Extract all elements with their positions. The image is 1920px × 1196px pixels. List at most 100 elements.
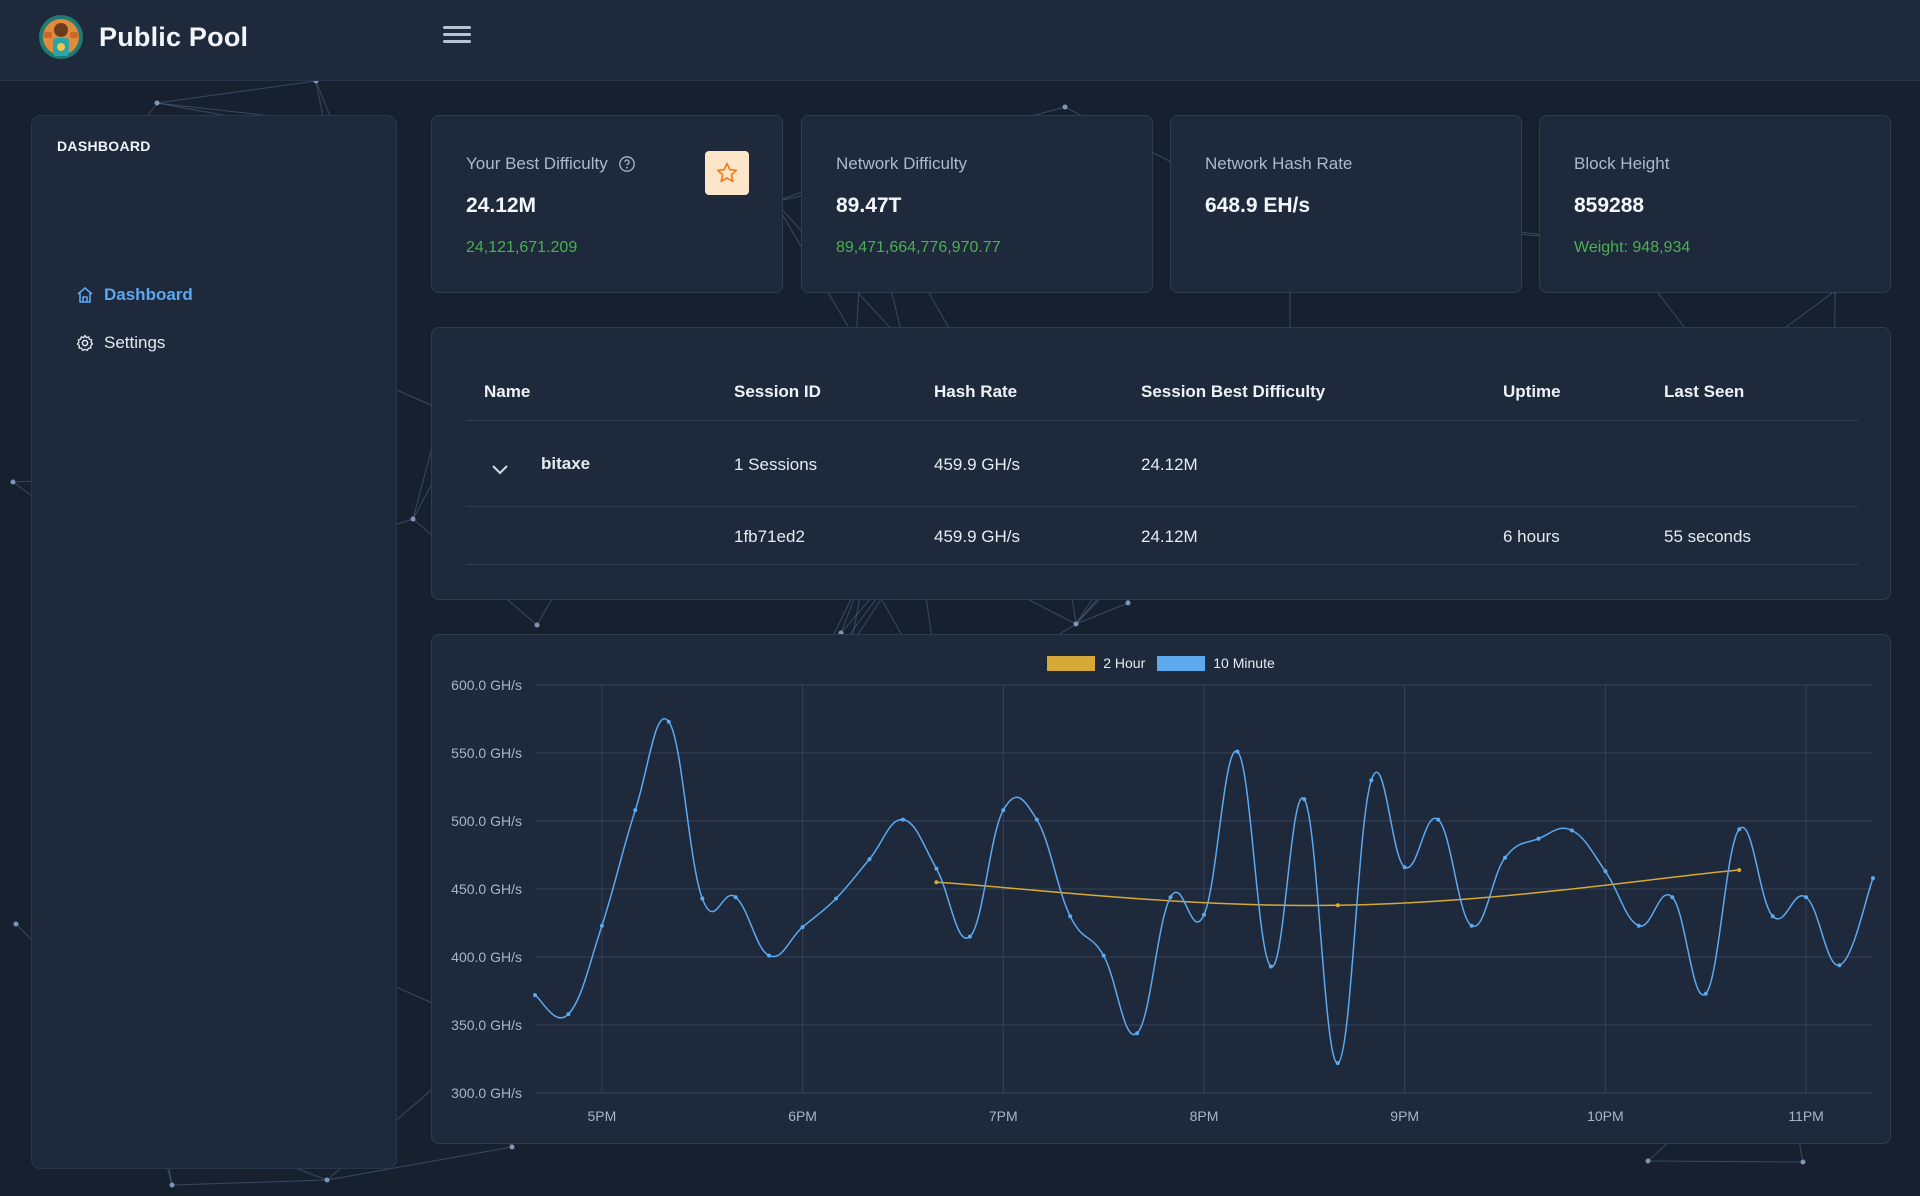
column-header-best-difficulty[interactable]: Session Best Difficulty — [1141, 382, 1326, 401]
network-line — [1647, 1160, 1804, 1163]
network-node — [10, 479, 16, 485]
data-point-10-minute — [1770, 914, 1775, 919]
sidebar-item-label: Settings — [104, 333, 166, 352]
menu-toggle-button[interactable] — [440, 22, 474, 52]
card-value: 648.9 EH/s — [1205, 194, 1311, 217]
card-label-text: Your Best Difficulty — [466, 154, 608, 173]
network-node — [13, 921, 19, 927]
network-node — [1800, 1159, 1806, 1165]
data-point-10-minute — [1871, 876, 1875, 881]
chart-legend: 2 Hour 10 Minute — [432, 655, 1890, 671]
column-header-session-id[interactable]: Session ID — [734, 382, 821, 401]
card-subvalue: 89,471,664,776,970.77 — [836, 239, 1001, 256]
legend-item-10-minute[interactable]: 10 Minute — [1157, 655, 1275, 671]
data-point-10-minute — [733, 895, 738, 900]
chevron-down-icon[interactable] — [490, 462, 510, 476]
sidebar-section-title: DASHBOARD — [57, 138, 151, 154]
data-point-10-minute — [1335, 1061, 1340, 1066]
sidebar-item-settings[interactable]: Settings — [76, 328, 165, 358]
data-point-10-minute — [901, 817, 905, 822]
card-label: Your Best Difficulty — [466, 154, 636, 174]
data-point-10-minute — [533, 993, 537, 998]
session-uptime: 6 hours — [1503, 527, 1560, 546]
legend-swatch-10-minute — [1157, 655, 1206, 671]
network-node — [169, 1182, 175, 1188]
x-tick-label: 7PM — [989, 1108, 1018, 1124]
session-hash-rate: 459.9 GH/s — [934, 527, 1020, 546]
legend-swatch-2-hour — [1047, 655, 1096, 671]
data-point-10-minute — [767, 953, 772, 958]
network-node — [154, 100, 160, 106]
network-node — [324, 1177, 330, 1183]
help-icon[interactable] — [618, 155, 636, 173]
hamburger-line — [443, 26, 471, 29]
gear-icon — [76, 334, 94, 352]
session-id: 1fb71ed2 — [734, 527, 805, 546]
data-point-10-minute — [599, 923, 604, 928]
data-point-2-hour — [934, 880, 939, 885]
data-point-10-minute — [1101, 953, 1106, 958]
data-point-10-minute — [1168, 895, 1173, 900]
card-label: Network Difficulty — [836, 154, 967, 173]
data-point-10-minute — [1503, 855, 1507, 860]
y-tick-label: 500.0 GH/s — [451, 813, 522, 829]
y-tick-label: 450.0 GH/s — [451, 881, 522, 897]
data-point-10-minute — [1001, 808, 1006, 813]
network-line — [171, 1179, 328, 1186]
network-line — [326, 1146, 513, 1181]
column-header-uptime[interactable]: Uptime — [1503, 382, 1561, 401]
y-tick-label: 300.0 GH/s — [451, 1085, 522, 1101]
x-tick-label: 8PM — [1190, 1108, 1219, 1124]
row-divider — [466, 506, 1858, 507]
app-title: Public Pool — [99, 22, 249, 52]
data-point-10-minute — [1402, 865, 1407, 870]
card-value: 89.47T — [836, 194, 902, 217]
column-header-name[interactable]: Name — [484, 382, 531, 401]
x-tick-label: 10PM — [1587, 1108, 1624, 1124]
y-tick-label: 350.0 GH/s — [451, 1017, 522, 1033]
network-node — [534, 622, 540, 628]
stat-card-network-hash-rate: Network Hash Rate 648.9 EH/s — [1170, 115, 1522, 293]
hamburger-line — [443, 40, 471, 43]
card-label: Network Hash Rate — [1205, 154, 1353, 173]
data-point-10-minute — [1469, 923, 1474, 928]
sidebar: DASHBOARD Dashboard Settings — [31, 115, 397, 1169]
x-tick-label: 6PM — [788, 1108, 817, 1124]
network-node — [509, 1144, 515, 1150]
y-tick-label: 600.0 GH/s — [451, 677, 522, 693]
hashrate-chart: 300.0 GH/s 350.0 GH/s 400.0 GH/s 450.0 GH/s… — [451, 677, 1875, 1124]
hamburger-line — [443, 33, 471, 36]
card-value: 24.12M — [466, 194, 537, 217]
favorite-star-button[interactable] — [705, 151, 749, 195]
network-line — [156, 80, 317, 104]
data-point-10-minute — [566, 1012, 571, 1017]
data-point-10-minute — [1536, 836, 1541, 841]
card-value: 859288 — [1574, 194, 1645, 217]
data-point-2-hour — [1737, 868, 1742, 872]
legend-item-2-hour[interactable]: 2 Hour — [1047, 655, 1145, 671]
y-tick-label: 550.0 GH/s — [451, 745, 522, 761]
data-point-10-minute — [1034, 817, 1039, 822]
data-point-10-minute — [1603, 869, 1608, 874]
pool-logo-icon — [39, 15, 83, 59]
column-header-hash-rate[interactable]: Hash Rate — [934, 382, 1018, 401]
x-tick-label: 9PM — [1390, 1108, 1419, 1124]
data-point-10-minute — [1302, 797, 1307, 802]
data-point-10-minute — [800, 925, 805, 930]
network-node — [410, 516, 416, 522]
data-point-10-minute — [834, 896, 839, 901]
top-bar: Public Pool — [0, 0, 1920, 81]
data-point-10-minute — [1703, 991, 1708, 996]
sidebar-item-dashboard[interactable]: Dashboard — [76, 280, 193, 310]
column-header-last-seen[interactable]: Last Seen — [1664, 382, 1745, 401]
network-node — [1125, 600, 1131, 606]
network-node — [1062, 104, 1068, 110]
workers-table: Name Session ID Hash Rate Session Best D… — [431, 327, 1891, 600]
data-point-10-minute — [1837, 963, 1842, 968]
data-point-10-minute — [934, 866, 939, 871]
data-point-10-minute — [1636, 923, 1641, 928]
stat-card-best-difficulty: Your Best Difficulty 24.12M 24,121,671.2… — [431, 115, 783, 293]
data-point-10-minute — [700, 896, 705, 901]
x-tick-label: 5PM — [588, 1108, 617, 1124]
row-divider — [466, 420, 1858, 421]
